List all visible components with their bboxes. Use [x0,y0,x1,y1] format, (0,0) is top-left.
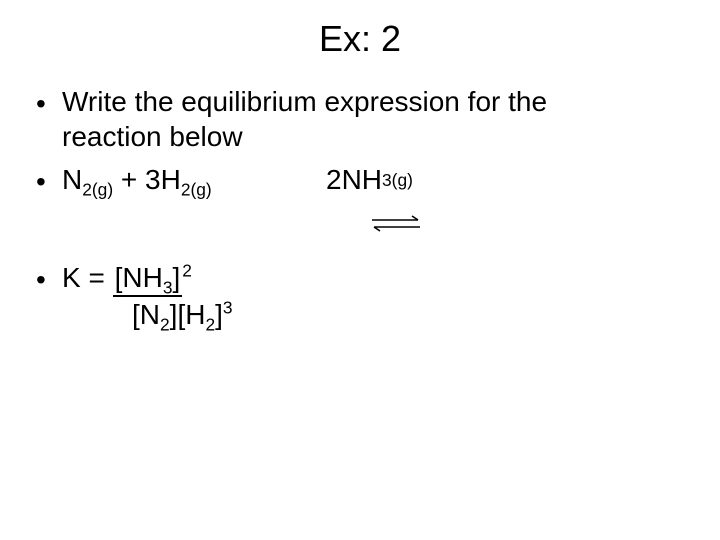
num-nh3-close: ] [172,262,180,293]
bullet-prompt: • Write the equilibrium expression for t… [36,84,684,154]
k-expression-text: K = [NH3]2 [N2][H2]3 [62,260,684,332]
k-denominator: [N2][H2]3 [62,297,684,332]
slide-body: • Write the equilibrium expression for t… [0,84,720,332]
spacer [36,242,684,260]
den-n2-sub: 2 [160,315,170,335]
num-sup: 2 [182,261,192,281]
n2-symbol: N [62,164,82,195]
den-n2-open: [N [132,299,160,330]
bullet-prompt-text: Write the equilibrium expression for the… [62,84,684,154]
bullet-dot-icon: • [36,162,62,199]
h2-symbol: H [161,164,181,195]
h2-coeff: 3 [145,164,161,195]
bullet-k-expression: • K = [NH3]2 [N2][H2]3 [36,260,684,332]
num-nh3-open: [NH [115,262,163,293]
bullet-dot-icon: • [36,84,62,121]
prompt-line1: Write the equilibrium expression for the [62,86,547,117]
equilibrium-arrow-icon [368,211,424,235]
den-h2-open: [H [177,299,205,330]
nh3-symbol: NH [342,162,382,197]
nh3-coeff: 2 [326,162,342,197]
slide: Ex: 2 • Write the equilibrium expression… [0,0,720,540]
h2-subscript: 2(g) [181,180,212,200]
k-equals: K = [62,262,113,293]
reaction-rhs: 2NH3(g) [326,162,413,197]
k-numerator: [NH3] [113,260,183,297]
den-h2-sup: 3 [223,298,233,318]
prompt-line2: reaction below [62,121,243,152]
reaction-text: N2(g) + 3H2(g) 2NH3(g) [62,162,684,197]
equilibrium-arrow-row [36,203,684,238]
slide-title: Ex: 2 [0,0,720,84]
plus-sign: + [113,164,145,195]
bullet-reaction: • N2(g) + 3H2(g) 2NH3(g) [36,162,684,199]
den-h2-sub: 2 [205,315,215,335]
bullet-dot-icon: • [36,260,62,297]
n2-subscript: 2(g) [82,180,113,200]
den-h2-close: ] [215,299,223,330]
reaction-lhs: N2(g) + 3H2(g) [62,162,302,197]
